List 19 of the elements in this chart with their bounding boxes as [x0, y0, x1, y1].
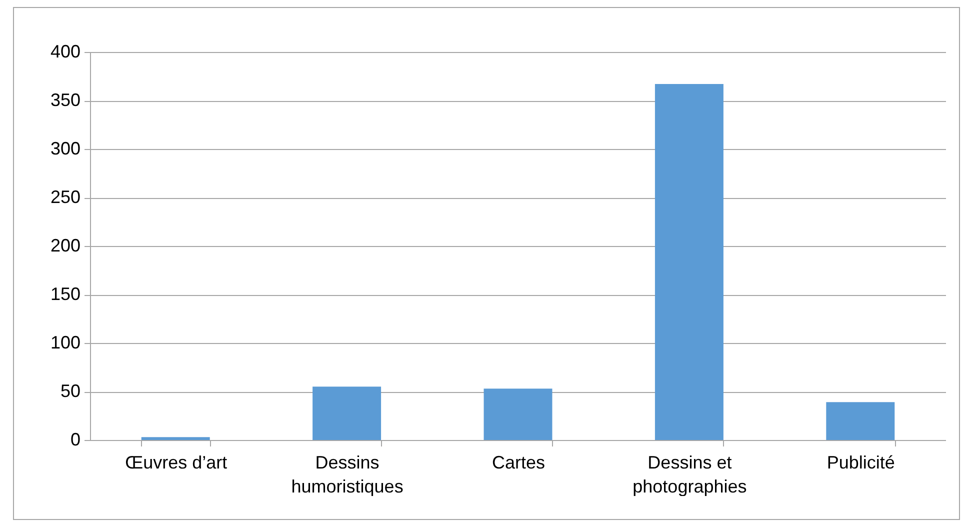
x-tick-label: Dessins humoristiques	[291, 452, 404, 496]
bar	[484, 388, 552, 440]
y-tick-label: 150	[50, 284, 80, 304]
y-tick-label: 200	[50, 236, 80, 256]
y-tick-label: 250	[50, 187, 80, 207]
y-tick-label: 350	[50, 90, 80, 110]
bar	[654, 84, 724, 440]
x-tick-label: Œuvres d’art	[125, 452, 228, 472]
bar	[141, 437, 210, 440]
y-tick-label: 100	[50, 332, 80, 352]
x-tick-label: Cartes	[492, 452, 546, 472]
bar	[312, 386, 382, 440]
y-tick-label: 400	[50, 42, 80, 62]
bar	[826, 402, 895, 440]
y-tick-label: 0	[70, 430, 80, 450]
x-tick-label: Dessins et photographies	[632, 452, 747, 496]
y-tick-label: 300	[50, 138, 80, 158]
y-tick-label: 50	[60, 381, 80, 401]
x-tick-label: Publicité	[826, 452, 895, 472]
